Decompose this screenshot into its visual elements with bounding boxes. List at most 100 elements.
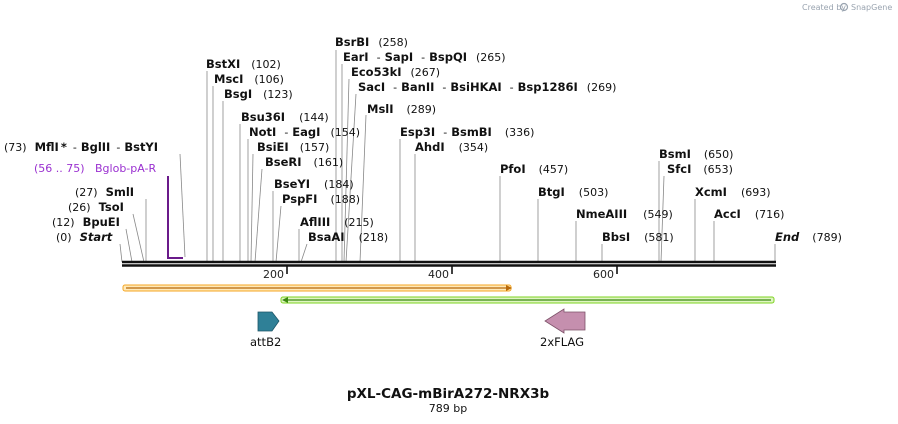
svg-text:AhdI(354): AhdI (354) xyxy=(415,140,488,154)
site-afliii[interactable]: AflIII xyxy=(300,215,330,229)
site-msli[interactable]: MslI xyxy=(367,102,394,116)
tick-label-200: 200 xyxy=(263,268,284,281)
site-mfli[interactable]: MflI xyxy=(35,140,59,154)
bglob-range: (56 .. 75) xyxy=(34,162,85,175)
sep: - xyxy=(421,51,425,64)
svg-text:Esp3I-BsmBI(336): Esp3I - BsmBI (336) xyxy=(400,125,534,139)
site-nmeaiii-pos: (549) xyxy=(643,208,673,221)
sep: - xyxy=(284,126,288,139)
site-ahdi[interactable]: AhdI xyxy=(415,140,445,154)
site-mfli-pos: (73) xyxy=(4,141,27,154)
svg-text:BstXI(102): BstXI (102) xyxy=(206,57,281,71)
site-pspfi[interactable]: PspFI xyxy=(282,192,317,206)
svg-text:BsaAI(218): BsaAI (218) xyxy=(308,230,388,244)
bglob-feature-bracket[interactable] xyxy=(167,176,183,259)
site-bsmbi[interactable]: BsmBI xyxy=(451,125,492,139)
site-bsgi-pos: (123) xyxy=(263,88,293,101)
site-sfci[interactable]: SfcI xyxy=(667,162,691,176)
site-nmeaiii[interactable]: NmeAIII xyxy=(576,207,627,221)
svg-text:NotI-EagI(154): NotI - EagI (154) xyxy=(249,125,360,139)
site-bseyi-pos: (184) xyxy=(324,178,354,191)
site-bsiei-pos: (157) xyxy=(300,141,330,154)
bglob-label[interactable]: Bglob-pA-R xyxy=(95,162,157,175)
start-label: Start xyxy=(80,230,113,244)
site-bsiei[interactable]: BsiEI xyxy=(257,140,289,154)
site-msli-pos: (289) xyxy=(407,103,437,116)
site-mfli-star: * xyxy=(61,140,67,154)
site-tsoi[interactable]: TsoI xyxy=(99,200,124,214)
site-eari[interactable]: EarI xyxy=(343,50,369,64)
site-bstxi-pos: (102) xyxy=(251,58,281,71)
site-sapi[interactable]: SapI xyxy=(385,50,414,64)
site-eco53ki-pos: (267) xyxy=(411,66,441,79)
site-saci[interactable]: SacI xyxy=(358,80,385,94)
site-bsgi[interactable]: BsgI xyxy=(224,87,252,101)
site-banii[interactable]: BanII xyxy=(401,80,434,94)
svg-text:AflIII(215): AflIII (215) xyxy=(300,215,374,229)
site-pfoi-pos: (457) xyxy=(539,163,569,176)
site-bsihkai[interactable]: BsiHKAI xyxy=(450,80,501,94)
svg-text:NmeAIII(549): NmeAIII (549) xyxy=(576,207,673,221)
site-ahdi-pos: (354) xyxy=(459,141,489,154)
svg-text:BseRI(161): BseRI (161) xyxy=(265,155,343,169)
site-labels: BsrBI (258) EarI - SapI - BspQI (265) Eco53kI(… xyxy=(4,35,842,244)
site-bsu36i[interactable]: Bsu36I xyxy=(241,110,285,124)
site-noti-pos: (154) xyxy=(330,126,360,139)
site-lines xyxy=(119,50,776,263)
sep: - xyxy=(393,81,397,94)
site-eco53ki[interactable]: Eco53kI xyxy=(351,65,402,79)
svg-text:BsmI(650): BsmI (650) xyxy=(659,147,733,161)
site-smli[interactable]: SmlI xyxy=(106,185,135,199)
svg-text:PspFI(188): PspFI (188) xyxy=(282,192,360,206)
site-bsmi[interactable]: BsmI xyxy=(659,147,691,161)
attb2-label[interactable]: attB2 xyxy=(250,335,281,349)
site-esp3i-pos: (336) xyxy=(505,126,535,139)
attb2-arrow[interactable] xyxy=(257,311,280,332)
site-xcmi-pos: (693) xyxy=(741,186,771,199)
site-bsp1286i[interactable]: Bsp1286I xyxy=(518,80,578,94)
svg-text:Bsu36I(144): Bsu36I (144) xyxy=(241,110,329,124)
site-bglii[interactable]: BglII xyxy=(81,140,111,154)
svg-text:(0)Start: (0) Start xyxy=(56,230,113,244)
site-bseri-pos: (161) xyxy=(314,156,344,169)
site-eagi[interactable]: EagI xyxy=(292,125,320,139)
site-btgi[interactable]: BtgI xyxy=(538,185,565,199)
site-noti[interactable]: NotI xyxy=(249,125,276,139)
svg-text:MslI(289): MslI (289) xyxy=(367,102,436,116)
site-bseyi[interactable]: BseYI xyxy=(274,177,310,191)
tick-label-600: 600 xyxy=(593,268,614,281)
site-pfoi[interactable]: PfoI xyxy=(500,162,526,176)
svg-text:BsgI(123): BsgI (123) xyxy=(224,87,293,101)
site-bsrbi[interactable]: BsrBI xyxy=(335,35,369,49)
credit-text: Created by xyxy=(802,3,846,12)
orf-green-bar[interactable] xyxy=(280,296,775,304)
svg-text:(12)BpuEI: (12) BpuEI xyxy=(52,215,120,229)
site-saci-pos: (269) xyxy=(587,81,617,94)
flag-label[interactable]: 2xFLAG xyxy=(540,335,584,349)
site-bstxi[interactable]: BstXI xyxy=(206,57,240,71)
site-sfci-pos: (653) xyxy=(703,163,733,176)
svg-text:PfoI(457): PfoI (457) xyxy=(500,162,568,176)
svg-text:EarI-SapI-BspQI(265): EarI - SapI - BspQI (265) xyxy=(343,50,506,64)
site-msci[interactable]: MscI xyxy=(214,72,243,86)
site-btgi-pos: (503) xyxy=(579,186,609,199)
site-bbsi[interactable]: BbsI xyxy=(602,230,630,244)
site-bsaai[interactable]: BsaAI xyxy=(308,230,345,244)
site-bpuei[interactable]: BpuEI xyxy=(83,215,120,229)
svg-text:Eco53kI(267): Eco53kI (267) xyxy=(351,65,440,79)
orf-orange-bar[interactable] xyxy=(122,284,512,292)
svg-text:XcmI(693): XcmI (693) xyxy=(695,185,771,199)
site-xcmi[interactable]: XcmI xyxy=(695,185,727,199)
site-eari-pos: (265) xyxy=(476,51,506,64)
svg-text:SacI-BanII-BsiHKAI-Bsp1286I(26: SacI - BanII - BsiHKAI - Bsp1286I (269) xyxy=(358,80,616,94)
flag-arrow[interactable] xyxy=(544,308,586,334)
site-esp3i[interactable]: Esp3I xyxy=(400,125,435,139)
site-bstyi[interactable]: BstYI xyxy=(124,140,158,154)
site-acci[interactable]: AccI xyxy=(714,207,741,221)
svg-text:(27)SmlI: (27) SmlI xyxy=(75,185,134,199)
site-bseri[interactable]: BseRI xyxy=(265,155,302,169)
svg-text:BseYI(184): BseYI (184) xyxy=(274,177,354,191)
site-bsaai-pos: (218) xyxy=(359,231,389,244)
site-bspqi[interactable]: BspQI xyxy=(429,50,467,64)
